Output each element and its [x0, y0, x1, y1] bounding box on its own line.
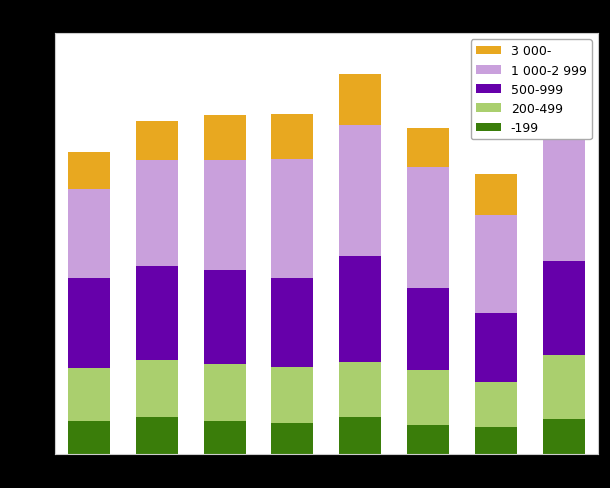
Bar	[475, 427, 517, 454]
Bar	[135, 417, 178, 454]
Bar	[135, 161, 178, 266]
Legend: 3 000-, 1 000-2 999, 500-999, 200-499, -199: 3 000-, 1 000-2 999, 500-999, 200-499, -…	[471, 41, 592, 140]
Bar	[339, 417, 381, 454]
Bar	[543, 355, 585, 419]
Bar	[271, 278, 314, 367]
Bar	[407, 370, 449, 426]
Bar	[204, 271, 246, 365]
Bar	[135, 122, 178, 161]
Bar	[407, 426, 449, 454]
Bar	[475, 382, 517, 427]
Bar	[68, 279, 110, 368]
Bar	[339, 256, 381, 362]
Bar	[204, 161, 246, 271]
Bar	[543, 262, 585, 355]
Bar	[543, 54, 585, 119]
Bar	[475, 215, 517, 313]
Bar	[68, 368, 110, 421]
Bar	[407, 129, 449, 168]
Bar	[407, 288, 449, 370]
Bar	[475, 313, 517, 382]
Bar	[339, 126, 381, 256]
Bar	[543, 419, 585, 454]
Bar	[68, 153, 110, 189]
Bar	[407, 168, 449, 288]
Bar	[339, 75, 381, 126]
Bar	[271, 423, 314, 454]
Bar	[271, 115, 314, 160]
Bar	[271, 160, 314, 278]
Bar	[339, 362, 381, 417]
Bar	[68, 189, 110, 279]
Bar	[135, 266, 178, 360]
Bar	[543, 119, 585, 262]
Bar	[271, 367, 314, 423]
Bar	[204, 116, 246, 161]
Bar	[68, 421, 110, 454]
Bar	[204, 421, 246, 454]
Bar	[475, 175, 517, 215]
Bar	[204, 365, 246, 421]
Bar	[135, 360, 178, 417]
